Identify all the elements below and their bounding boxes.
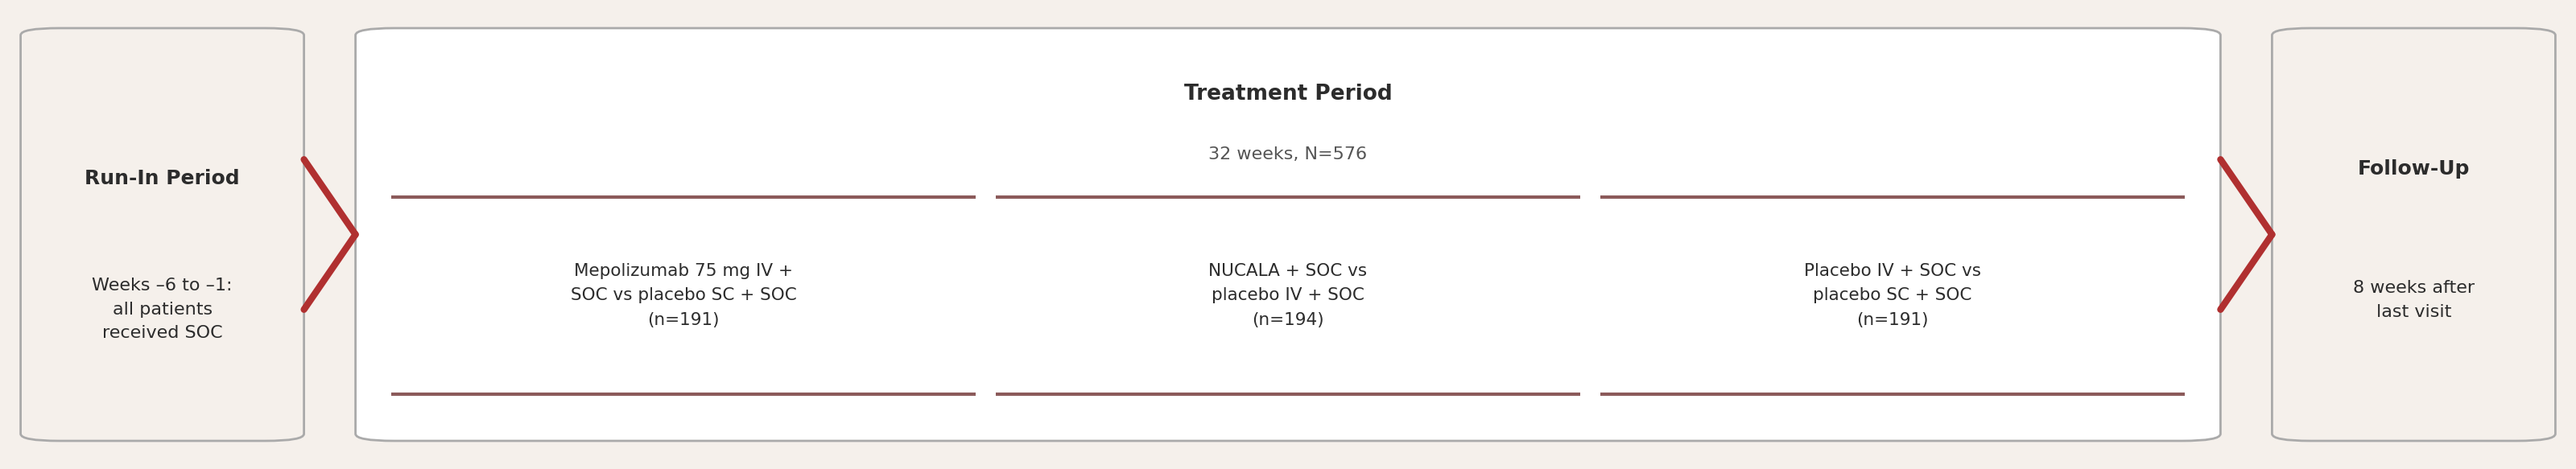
Text: NUCALA + SOC vs
placebo IV + SOC
(n=194): NUCALA + SOC vs placebo IV + SOC (n=194): [1208, 263, 1368, 328]
Text: Follow-Up: Follow-Up: [2357, 159, 2470, 179]
Text: Run-In Period: Run-In Period: [85, 168, 240, 188]
Text: Weeks –6 to –1:
all patients
received SOC: Weeks –6 to –1: all patients received SO…: [93, 278, 232, 341]
FancyBboxPatch shape: [21, 28, 304, 441]
Text: Placebo IV + SOC vs
placebo SC + SOC
(n=191): Placebo IV + SOC vs placebo SC + SOC (n=…: [1803, 263, 1981, 328]
Text: Treatment Period: Treatment Period: [1185, 83, 1391, 104]
FancyBboxPatch shape: [2272, 28, 2555, 441]
Text: 32 weeks, N=576: 32 weeks, N=576: [1208, 147, 1368, 163]
FancyBboxPatch shape: [355, 28, 2221, 441]
Text: 8 weeks after
last visit: 8 weeks after last visit: [2352, 280, 2476, 320]
Text: Mepolizumab 75 mg IV +
SOC vs placebo SC + SOC
(n=191): Mepolizumab 75 mg IV + SOC vs placebo SC…: [569, 263, 796, 328]
